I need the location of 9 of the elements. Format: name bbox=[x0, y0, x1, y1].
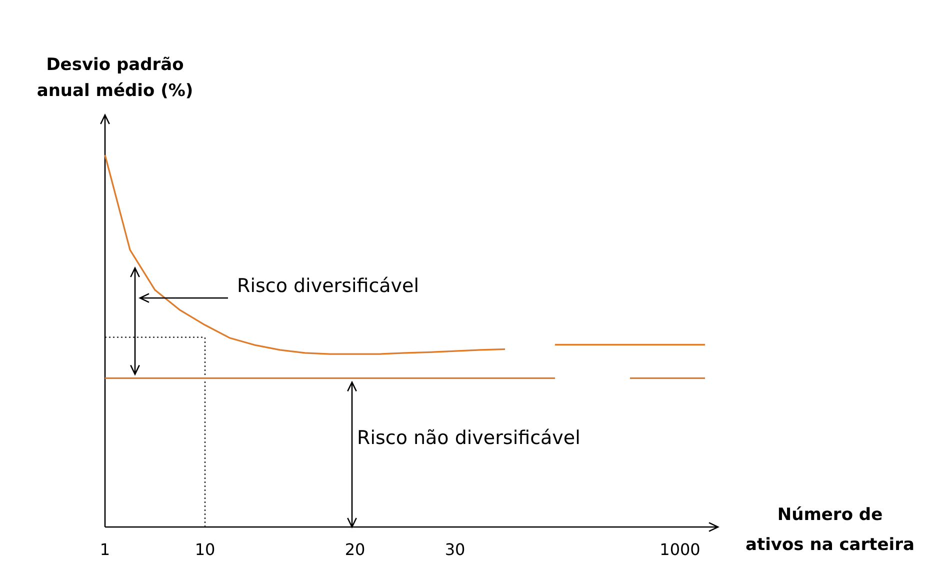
x-tick-label: 1000 bbox=[660, 540, 700, 559]
annotation: Risco diversificável bbox=[237, 275, 420, 297]
x-axis-title: Número de ativos na carteira bbox=[746, 505, 914, 555]
annotation: Risco não diversificável bbox=[357, 427, 580, 449]
x-tick-label: 30 bbox=[444, 540, 466, 559]
x-tick-label: 10 bbox=[194, 540, 216, 559]
x-tick-label: 1 bbox=[100, 540, 110, 559]
y-axis-title: Desvio padrão anual médio (%) bbox=[36, 55, 194, 101]
x-tick-label: 20 bbox=[344, 540, 366, 559]
